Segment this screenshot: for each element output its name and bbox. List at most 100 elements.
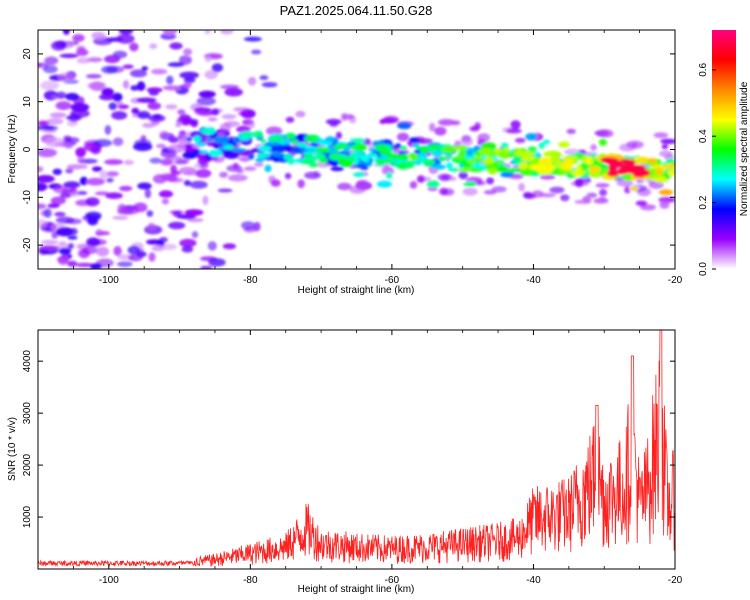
heatmap-cell: [270, 179, 281, 187]
heatmap-cell: [521, 155, 536, 162]
heatmap-cell: [117, 261, 133, 268]
heatmap-cell: [598, 196, 607, 202]
heatmap-cell: [506, 128, 522, 134]
heatmap-cell: [496, 152, 509, 157]
y-tick-label: -10: [22, 190, 33, 205]
x-tick-label: -80: [243, 575, 258, 586]
heatmap-cell: [191, 231, 199, 239]
heatmap-cell: [243, 36, 262, 42]
heatmap-cell: [259, 154, 267, 159]
y-tick-label: -20: [22, 237, 33, 252]
heatmap-cell: [206, 137, 213, 142]
heatmap-cell: [160, 158, 174, 166]
heatmap-cell: [99, 93, 115, 101]
heatmap-cell: [285, 132, 297, 140]
heatmap-cell: [233, 107, 251, 112]
spectrogram-x-label: Height of straight line (km): [298, 285, 415, 296]
heatmap-cell: [66, 114, 82, 121]
heatmap-cell: [416, 138, 433, 145]
heatmap-cell: [319, 141, 333, 146]
heatmap-cell: [181, 246, 194, 253]
heatmap-cell: [549, 186, 565, 194]
heatmap-cell: [325, 136, 335, 144]
heatmap-cell: [183, 48, 193, 56]
heatmap-cell: [63, 181, 81, 189]
heatmap-cell: [193, 135, 202, 143]
snr-x-axis: -100 -80 -60 -40 -20: [37, 330, 683, 586]
heatmap-cell: [183, 180, 191, 186]
heatmap-cell: [297, 179, 306, 189]
heatmap-cell: [39, 245, 60, 251]
heatmap-cell: [112, 92, 123, 102]
heatmap-cell: [356, 143, 368, 151]
heatmap-cell: [147, 102, 162, 110]
heatmap-cell: [604, 157, 620, 165]
heatmap-cell: [264, 164, 272, 173]
heatmap-cell: [187, 218, 204, 223]
heatmap-cell: [67, 243, 74, 250]
heatmap-cell: [161, 243, 177, 250]
heatmap-cell: [76, 45, 86, 52]
heatmap-cell: [86, 237, 101, 247]
heatmap-cell: [58, 241, 67, 246]
spectrogram-x-axis: -100 -80 -60 -40 -20: [37, 30, 683, 286]
heatmap-cell: [478, 147, 493, 156]
heatmap-cell: [437, 173, 453, 182]
heatmap-cell: [285, 116, 295, 123]
x-tick-label: -100: [99, 575, 119, 586]
heatmap-cell: [170, 177, 184, 183]
heatmap-cell: [99, 170, 109, 180]
heatmap-cell: [304, 145, 316, 150]
heatmap-cell: [186, 137, 193, 142]
heatmap-cell: [182, 151, 198, 159]
heatmap-cell: [160, 33, 177, 40]
heatmap-cell: [80, 164, 88, 169]
heatmap-cell: [501, 142, 509, 149]
heatmap-cell: [162, 85, 182, 91]
heatmap-cell: [237, 111, 251, 116]
heatmap-cell: [337, 182, 352, 191]
heatmap-cell: [90, 263, 102, 269]
heatmap-cell: [538, 142, 545, 150]
heatmap-cell: [260, 139, 267, 144]
heatmap-cell: [208, 258, 226, 267]
heatmap-cell: [104, 159, 124, 165]
heatmap-cell: [500, 171, 515, 178]
heatmap-cell: [636, 156, 650, 164]
heatmap-cell: [38, 166, 44, 173]
x-tick-label: -60: [385, 575, 400, 586]
heatmap-cell: [76, 243, 91, 250]
heatmap-cell: [431, 164, 446, 170]
heatmap-cell: [330, 166, 344, 172]
heatmap-cell: [149, 157, 162, 164]
heatmap-cell: [486, 177, 495, 185]
heatmap-cell: [178, 55, 192, 65]
heatmap-cell: [159, 130, 169, 138]
heatmap-cell: [394, 143, 402, 149]
heatmap-cell: [624, 186, 631, 194]
heatmap-cell: [144, 188, 152, 199]
heatmap-cell: [91, 166, 103, 172]
heatmap-cell: [219, 171, 229, 178]
heatmap-cell: [448, 167, 460, 172]
heatmap-cell: [75, 262, 94, 268]
heatmap-cell: [420, 148, 428, 154]
heatmap-cell: [661, 144, 669, 150]
heatmap-cell: [304, 134, 320, 143]
heatmap-cell: [158, 190, 174, 198]
heatmap-cell: [54, 211, 66, 217]
heatmap-cell: [208, 149, 223, 157]
heatmap-cell: [410, 153, 419, 161]
heatmap-cell: [120, 206, 140, 215]
heatmap-cell: [112, 215, 129, 220]
heatmap-cell: [233, 136, 241, 144]
heatmap-cell: [65, 92, 79, 101]
heatmap-cell: [498, 165, 509, 173]
heatmap-cell: [574, 178, 584, 188]
heatmap-cell: [199, 150, 208, 154]
heatmap-cell: [608, 165, 618, 172]
heatmap-cell: [58, 247, 72, 255]
heatmap-cell: [191, 121, 198, 128]
y-tick-label: 3000: [22, 402, 33, 425]
